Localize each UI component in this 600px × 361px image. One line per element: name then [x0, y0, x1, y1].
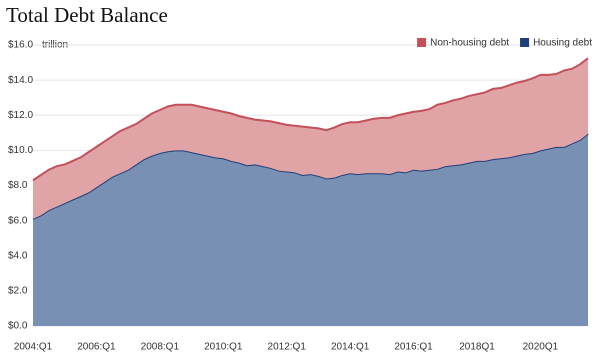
y-tick-label: $16.0 [8, 40, 33, 51]
y-tick-label: $10.0 [8, 145, 33, 156]
x-tick-label: 2012:Q1 [268, 342, 307, 353]
y-tick-label: $12.0 [8, 110, 33, 121]
area [33, 133, 588, 326]
x-tick-label: 2020Q1 [523, 342, 559, 353]
y-tick-label: $6.0 [8, 215, 28, 226]
chart-title: Total Debt Balance [6, 3, 168, 27]
y-tick-label: $8.0 [8, 180, 28, 191]
x-tick-label: 2010:Q1 [204, 342, 243, 353]
x-tick-label: 2016:Q1 [394, 342, 433, 353]
legend-swatch [520, 38, 530, 47]
y-tick-label: $4.0 [8, 250, 28, 261]
area [33, 58, 588, 219]
legend-label: Non-housing debt [430, 38, 509, 49]
legend-swatch [417, 38, 427, 47]
y-tick-label: $14.0 [8, 75, 33, 86]
x-tick-label: 2014:Q1 [331, 342, 370, 353]
x-tick-label: 2004:Q1 [14, 342, 53, 353]
y-tick-label: $2.0 [8, 286, 28, 297]
x-tick-label: 2018Q1 [459, 342, 495, 353]
x-tick-label: 2006:Q1 [77, 342, 116, 353]
legend-label: Housing debt [533, 38, 592, 49]
y-tick-label: $0.0 [8, 321, 28, 332]
area-line [32, 57, 589, 182]
x-tick-label: 2008:Q1 [141, 342, 180, 353]
